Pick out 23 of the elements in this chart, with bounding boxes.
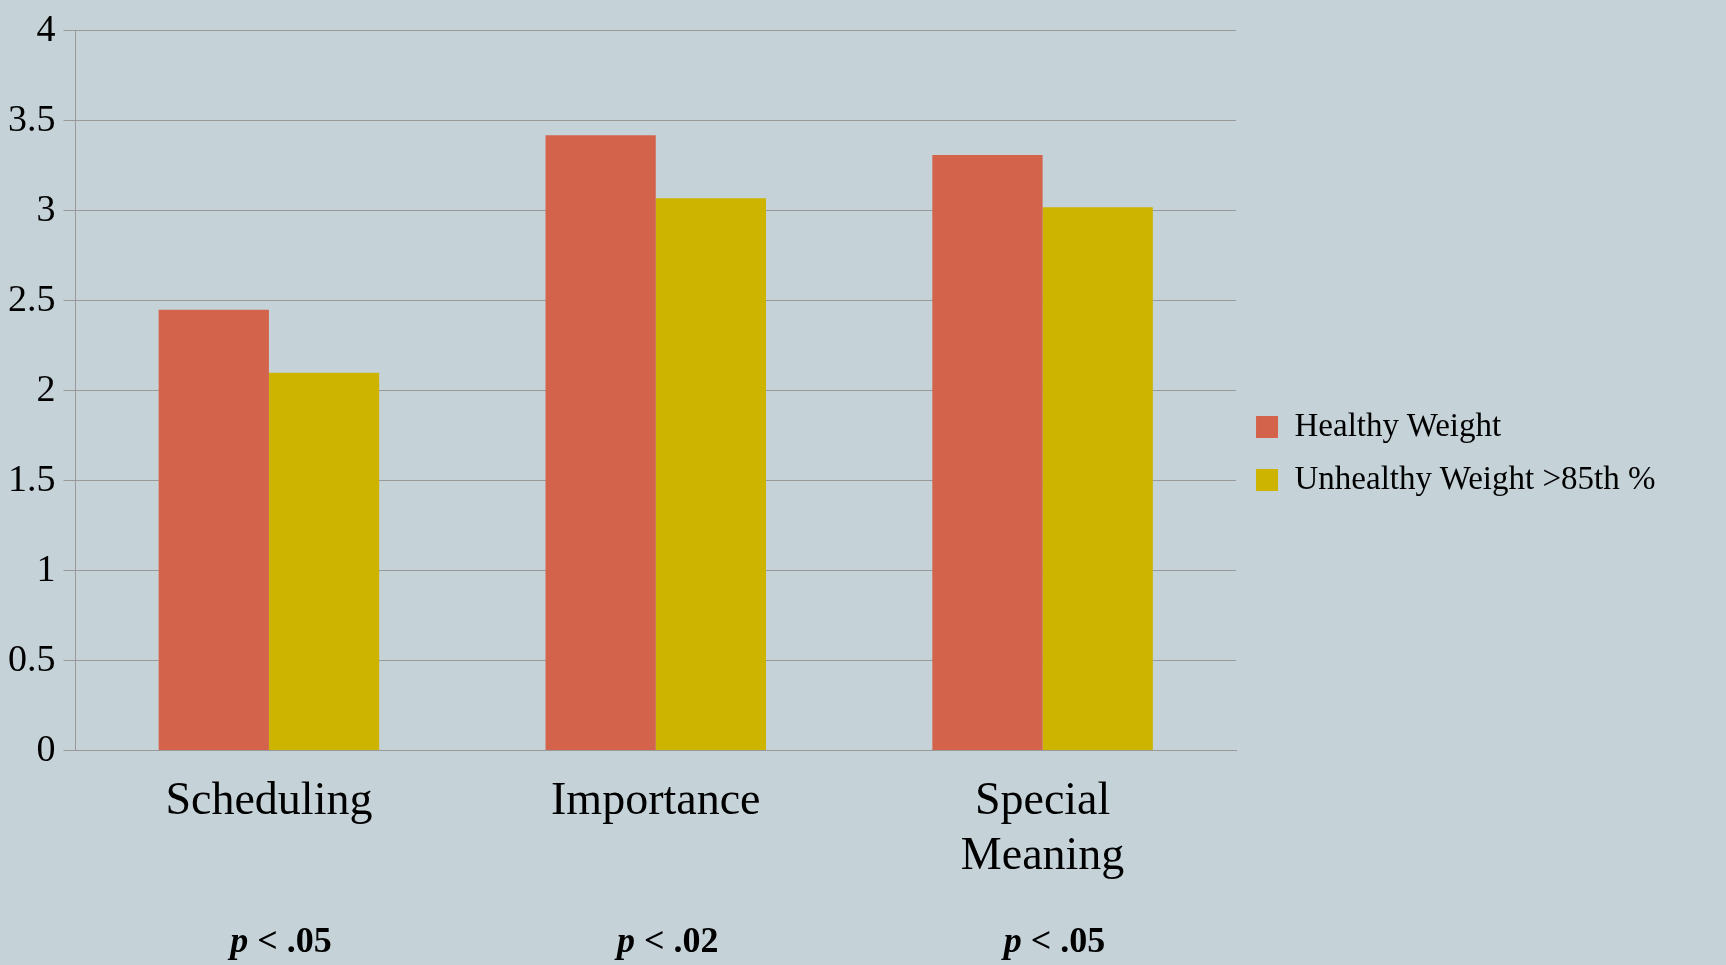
y-tick-label: 2.5 <box>8 276 56 319</box>
text: p < .05 <box>227 920 332 961</box>
y-tick-label: 3 <box>36 186 56 229</box>
bar <box>655 198 767 751</box>
text: p < .05 <box>1000 920 1106 961</box>
y-tick-label: 1.5 <box>8 456 56 499</box>
x-tick-label: Importance <box>551 773 761 825</box>
y-tick-label: 0.5 <box>8 636 56 679</box>
bar <box>932 154 1043 751</box>
x-tick-label: Special Meaning <box>960 773 1125 880</box>
x-tick-label: Scheduling <box>165 773 373 825</box>
bar <box>545 135 656 751</box>
bar <box>1042 207 1153 751</box>
bar <box>158 309 269 751</box>
legend-label: Healthy Weight <box>1294 406 1502 443</box>
y-tick-label: 4 <box>36 6 56 49</box>
legend-label: Unhealthy Weight >85th % <box>1294 459 1656 496</box>
y-tick-label: 1 <box>36 546 56 589</box>
bar <box>268 372 380 751</box>
text: p < .02 <box>614 920 719 961</box>
y-tick-label: 3.5 <box>8 96 56 139</box>
y-tick-label: 0 <box>36 726 56 769</box>
y-tick-label: 2 <box>36 366 56 409</box>
